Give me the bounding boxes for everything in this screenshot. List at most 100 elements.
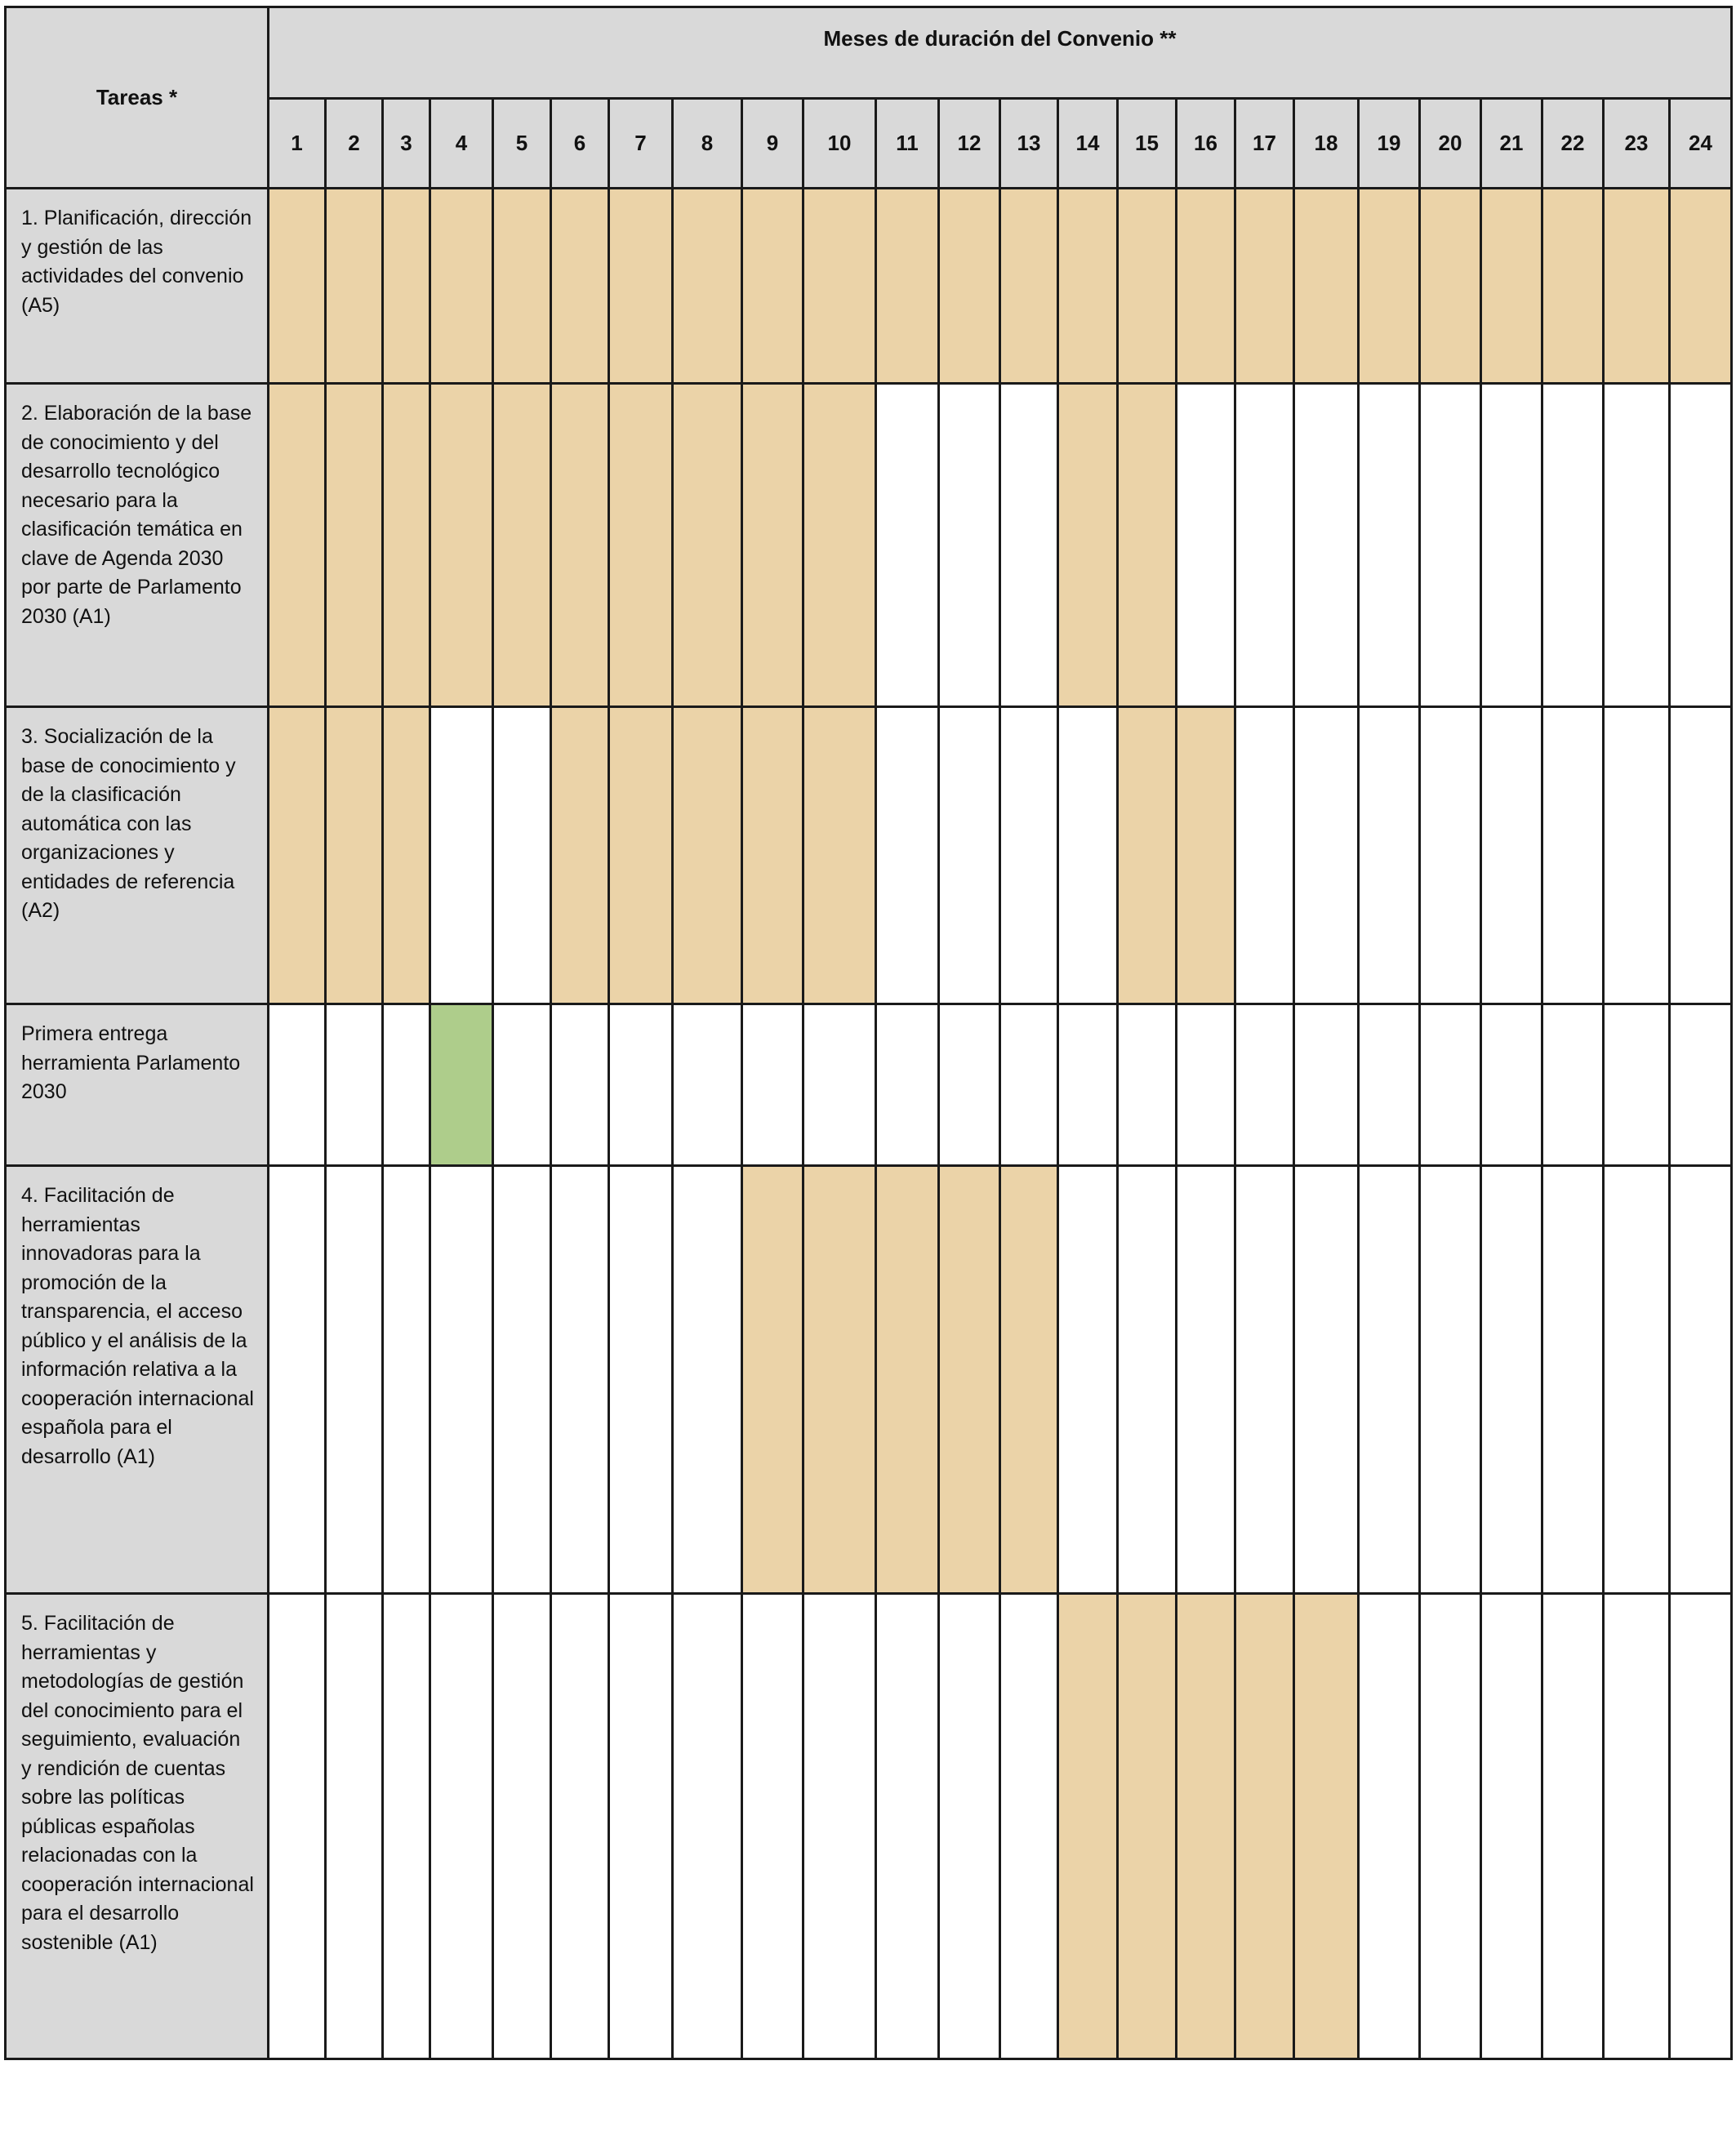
empty-month-cell [1541, 705, 1605, 1005]
empty-month-cell [1057, 1164, 1119, 1595]
active-month-cell [492, 187, 552, 385]
empty-month-cell [608, 1003, 674, 1167]
empty-month-cell [267, 1164, 327, 1595]
empty-month-cell [381, 1003, 431, 1167]
active-month-cell [492, 382, 552, 708]
month-header-23: 23 [1602, 97, 1671, 189]
empty-month-cell [267, 1003, 327, 1167]
active-month-cell [267, 705, 327, 1005]
active-month-cell [429, 187, 494, 385]
empty-month-cell [550, 1003, 610, 1167]
month-header-9: 9 [741, 97, 804, 189]
active-month-cell [1234, 1592, 1295, 2060]
month-header-11: 11 [875, 97, 940, 189]
empty-month-cell [1175, 382, 1236, 708]
task-row: 3. Socialización de la base de conocimie… [4, 705, 1733, 1005]
empty-month-cell [1116, 1164, 1177, 1595]
active-month-cell [1116, 187, 1177, 385]
month-header-7: 7 [608, 97, 674, 189]
active-month-cell [999, 1164, 1059, 1595]
active-month-cell [802, 187, 877, 385]
empty-month-cell [1480, 382, 1543, 708]
empty-month-cell [1602, 382, 1671, 708]
empty-month-cell [802, 1592, 877, 2060]
active-month-cell [999, 187, 1059, 385]
task-row: 1. Planificación, dirección y gestión de… [4, 187, 1733, 385]
active-month-cell [381, 382, 431, 708]
month-header-19: 19 [1357, 97, 1421, 189]
empty-month-cell [1668, 1164, 1733, 1595]
active-month-cell [550, 705, 610, 1005]
empty-month-cell [1357, 382, 1421, 708]
month-header-6: 6 [550, 97, 610, 189]
active-month-cell [1116, 705, 1177, 1005]
task-rows: 1. Planificación, dirección y gestión de… [4, 187, 1733, 2060]
active-month-cell [671, 705, 743, 1005]
month-number-row: 1 2 3 4 5 6 7 8 9 10 11 12 13 14 15 16 17 18 19 20 21 22 23 24 [6, 97, 1733, 189]
empty-month-cell [1480, 1164, 1543, 1595]
empty-month-cell [875, 705, 940, 1005]
empty-month-cell [1418, 382, 1482, 708]
active-month-cell [324, 187, 384, 385]
empty-month-cell [324, 1592, 384, 2060]
empty-month-cell [1668, 705, 1733, 1005]
month-header-12: 12 [937, 97, 1001, 189]
empty-month-cell [429, 1164, 494, 1595]
empty-month-cell [492, 1164, 552, 1595]
month-header-16: 16 [1175, 97, 1236, 189]
empty-month-cell [550, 1164, 610, 1595]
empty-month-cell [999, 705, 1059, 1005]
active-month-cell [550, 382, 610, 708]
month-header-20: 20 [1418, 97, 1482, 189]
empty-month-cell [937, 382, 1001, 708]
active-month-cell [875, 187, 940, 385]
active-month-cell [741, 187, 804, 385]
empty-month-cell [608, 1164, 674, 1595]
active-month-cell [671, 382, 743, 708]
empty-month-cell [937, 1592, 1001, 2060]
empty-month-cell [671, 1164, 743, 1595]
month-header-8: 8 [671, 97, 743, 189]
empty-month-cell [1541, 382, 1605, 708]
empty-month-cell [1418, 1592, 1482, 2060]
active-month-cell [1116, 382, 1177, 708]
active-month-cell [1357, 187, 1421, 385]
empty-month-cell [802, 1003, 877, 1167]
empty-month-cell [1480, 1003, 1543, 1167]
active-month-cell [381, 705, 431, 1005]
task-label: 4. Facilitación de herramientas innovado… [4, 1164, 269, 1595]
month-header-14: 14 [1057, 97, 1119, 189]
active-month-cell [875, 1164, 940, 1595]
active-month-cell [937, 187, 1001, 385]
empty-month-cell [608, 1592, 674, 2060]
active-month-cell [1480, 187, 1543, 385]
empty-month-cell [1234, 382, 1295, 708]
active-month-cell [1175, 705, 1236, 1005]
empty-month-cell [1234, 705, 1295, 1005]
empty-month-cell [1234, 1003, 1295, 1167]
empty-month-cell [429, 1592, 494, 2060]
active-month-cell [267, 187, 327, 385]
empty-month-cell [671, 1592, 743, 2060]
months-header: Meses de duración del Convenio ** [267, 6, 1733, 100]
empty-month-cell [1668, 1592, 1733, 2060]
empty-month-cell [1175, 1164, 1236, 1595]
active-month-cell [381, 187, 431, 385]
empty-month-cell [875, 1592, 940, 2060]
empty-month-cell [324, 1003, 384, 1167]
active-month-cell [267, 382, 327, 708]
empty-month-cell [1480, 1592, 1543, 2060]
active-month-cell [1175, 187, 1236, 385]
active-month-cell [1057, 1592, 1119, 2060]
active-month-cell [741, 382, 804, 708]
month-header-10: 10 [802, 97, 877, 189]
empty-month-cell [1418, 705, 1482, 1005]
active-month-cell [671, 187, 743, 385]
milestone-cell [429, 1003, 494, 1167]
empty-month-cell [937, 705, 1001, 1005]
empty-month-cell [1293, 1003, 1360, 1167]
empty-month-cell [381, 1592, 431, 2060]
empty-month-cell [999, 382, 1059, 708]
empty-month-cell [671, 1003, 743, 1167]
active-month-cell [1293, 187, 1360, 385]
